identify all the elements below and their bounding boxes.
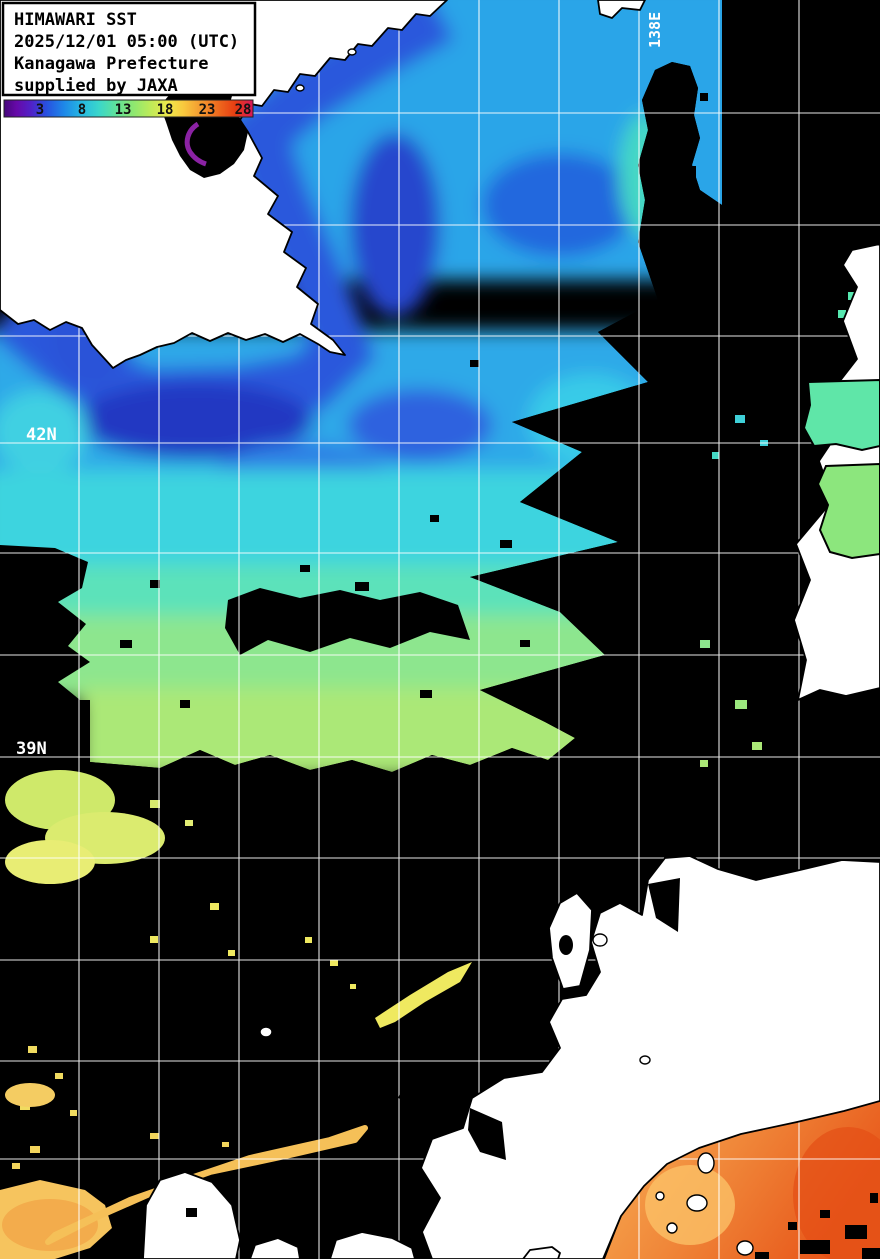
finger-black-hole xyxy=(559,935,573,955)
map-datetime: 2025/12/01 05:00 (UTC) xyxy=(14,32,239,52)
land-bottom-c xyxy=(522,1246,561,1259)
colorbar-tick-13: 13 xyxy=(115,102,132,118)
black-streak-1 xyxy=(398,1085,468,1122)
lat-label-39n: 39N xyxy=(16,739,47,759)
colorbar-tick-8: 8 xyxy=(78,102,86,118)
map-region: Kanagawa Prefecture xyxy=(14,54,208,74)
island-3 xyxy=(736,1240,754,1256)
bay-mint-sst xyxy=(802,378,880,452)
lon-label-138e: 138E xyxy=(646,12,664,48)
colorbar-tick-3: 3 xyxy=(36,102,44,118)
colorbar-tick-23: 23 xyxy=(199,102,216,118)
bay-green-sst xyxy=(816,462,880,560)
landmass-bottom-right xyxy=(420,855,880,1259)
coast-islet-2 xyxy=(295,84,305,92)
island-1 xyxy=(697,1152,715,1174)
island-4 xyxy=(666,1222,678,1234)
map-credit: supplied by JAXA xyxy=(14,76,178,96)
cloud-top-notch xyxy=(597,0,646,19)
island-2 xyxy=(686,1194,708,1212)
land-bc-spot xyxy=(186,1208,197,1217)
title-box: HIMAWARI SST 2025/12/01 05:00 (UTC) Kana… xyxy=(1,1,257,97)
island-7 xyxy=(639,1055,651,1065)
island-6 xyxy=(592,933,608,947)
colorbar-gradient xyxy=(3,99,254,118)
cold-purple-fringe xyxy=(184,121,207,167)
coast-islet-1 xyxy=(347,48,357,56)
colorbar-tick-28: 28 xyxy=(235,102,252,118)
colorbar-tick-18: 18 xyxy=(157,102,174,118)
island-8 xyxy=(259,1026,273,1038)
island-5 xyxy=(655,1191,665,1201)
black-streak-3 xyxy=(648,878,680,932)
black-streak-2 xyxy=(468,1108,506,1160)
land-bottom-b xyxy=(329,1231,416,1259)
lat-label-42n: 42N xyxy=(26,425,57,445)
map-title: HIMAWARI SST xyxy=(14,10,137,30)
colorbar: 3 8 13 18 23 28 xyxy=(3,99,254,118)
land-bottom-a xyxy=(249,1237,301,1259)
